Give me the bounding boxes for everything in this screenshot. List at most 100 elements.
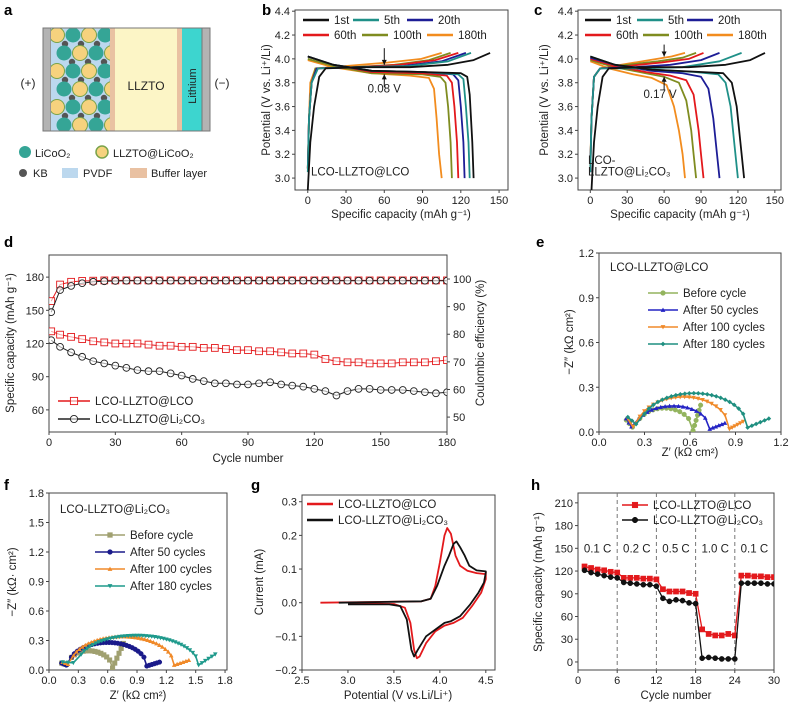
data-point — [722, 413, 728, 418]
legend-label: LCO-LLZTO@Li₂CO₃ — [95, 414, 205, 426]
llzto-label: LLZTO — [127, 79, 164, 93]
data-point — [692, 590, 699, 597]
data-point — [699, 626, 705, 633]
data-point — [716, 423, 722, 428]
y-tick-label: 90 — [32, 372, 44, 384]
plot-area — [59, 633, 218, 670]
data-point — [266, 347, 274, 356]
legend-item: LCO-LLZTO@Li₂CO₃ — [307, 515, 448, 527]
data-point — [165, 649, 171, 654]
legend-item: 180th — [427, 30, 487, 42]
plot-frame — [294, 9, 509, 191]
data-point — [299, 382, 308, 391]
y-tick-label: 0 — [567, 657, 573, 669]
y-tick-label: 1.2 — [29, 547, 44, 559]
y-axis-label: Current (mA) — [254, 549, 266, 616]
data-point — [49, 327, 56, 336]
data-point — [277, 276, 286, 285]
data-point — [193, 654, 199, 659]
y2-tick-label: 70 — [453, 357, 465, 369]
x-tick-label: 3.5 — [386, 675, 401, 687]
data-point — [673, 588, 679, 595]
y-tick-label: −0.1 — [275, 631, 297, 643]
legend-item: 180th — [707, 30, 767, 42]
data-point — [647, 581, 653, 588]
legend-label: LiCoO₂ — [35, 148, 70, 160]
y2-tick-label: 80 — [453, 329, 465, 341]
x-axis-label: Specific capacity (mAh g⁻¹) — [610, 209, 750, 221]
data-point — [102, 638, 108, 643]
data-point — [133, 366, 142, 374]
rate-label: 0.1 C — [584, 543, 612, 555]
data-point — [133, 635, 138, 640]
x-tick-label: 2.5 — [294, 675, 309, 687]
data-point — [594, 571, 601, 577]
x-tick-label: 0.6 — [100, 675, 115, 687]
data-point — [114, 655, 120, 661]
y-tick-label: 150 — [26, 305, 44, 317]
data-point — [704, 399, 710, 404]
panel-letter: f — [4, 477, 10, 494]
data-point — [111, 339, 120, 348]
y-tick-label: 0.0 — [29, 665, 44, 677]
data-point — [676, 403, 681, 408]
data-point — [630, 424, 636, 429]
legend-item: Before cycle — [95, 530, 193, 542]
data-point — [682, 391, 688, 396]
data-point — [111, 635, 116, 641]
data-point — [199, 377, 208, 385]
legend-item: 5th — [353, 15, 400, 27]
data-point — [627, 575, 634, 581]
legend-label: Buffer layer — [151, 168, 207, 180]
data-point — [700, 397, 705, 403]
data-point — [184, 646, 190, 651]
cv-curve — [320, 527, 487, 660]
y-tick-label: 4.2 — [275, 30, 290, 42]
x-tick-label: 1.2 — [773, 437, 788, 449]
data-point — [718, 395, 724, 401]
licoo2-particle — [56, 117, 72, 131]
y-axis-label: −Z″ (kΩ cm²) — [564, 309, 576, 375]
data-point — [151, 639, 156, 645]
data-point — [80, 644, 85, 649]
lithium-anode — [182, 28, 202, 131]
data-point — [186, 657, 192, 663]
legend-label: 5th — [668, 15, 684, 27]
y2-tick-label: 100 — [453, 274, 471, 286]
data-point — [233, 276, 241, 285]
data-point — [116, 650, 122, 656]
legend-item: After 100 cycles — [648, 322, 765, 334]
y-tick-label: 3.6 — [558, 102, 573, 114]
data-point — [166, 369, 175, 378]
data-point — [288, 276, 297, 285]
buffer-layer — [110, 28, 115, 131]
x-tick-label: 4.0 — [432, 675, 447, 687]
data-point — [409, 358, 418, 367]
licoo2-particle — [65, 63, 81, 79]
legend-label: 20th — [438, 15, 460, 27]
data-point — [625, 414, 631, 420]
x-tick-label: 120 — [729, 195, 747, 207]
data-point — [212, 652, 218, 657]
legend-item: 5th — [637, 15, 684, 27]
data-point — [354, 276, 363, 285]
legend-item: 20th — [407, 15, 460, 27]
data-point — [56, 342, 64, 351]
anode-current-collector — [201, 27, 211, 132]
data-point — [202, 658, 208, 664]
data-point — [693, 417, 699, 423]
data-point — [671, 403, 677, 408]
data-point — [122, 634, 128, 639]
x-tick-label: 180 — [438, 437, 456, 449]
data-point — [687, 391, 692, 396]
coated-legend-icon — [95, 145, 109, 159]
data-point — [190, 650, 196, 656]
y-tick-label: 0.0 — [579, 427, 594, 439]
data-point — [93, 641, 99, 646]
data-point — [332, 276, 341, 285]
data-point — [99, 639, 105, 644]
data-point — [310, 350, 319, 359]
x-tick-label: 0.3 — [637, 437, 652, 449]
data-point — [110, 665, 116, 670]
